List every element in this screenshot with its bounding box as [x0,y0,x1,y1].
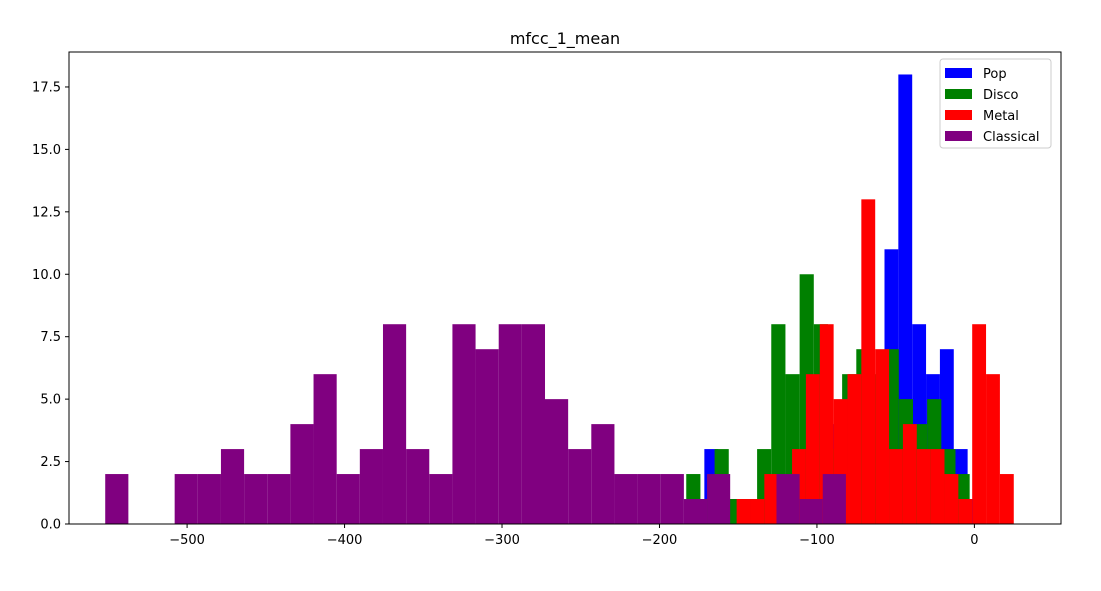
bar-classical-17 [498,324,522,524]
bar-metal-9 [861,199,876,524]
bar-classical-30 [799,499,823,524]
bar-classical-4 [197,474,221,524]
x-tick-label: 0 [970,533,978,548]
bar-metal-12 [902,424,917,524]
legend-label-classical: Classical [983,130,1040,145]
bar-classical-25 [683,499,708,524]
bar-classical-12 [382,324,407,524]
bar-metal-0 [736,499,751,524]
legend-label-disco: Disco [983,88,1019,103]
bar-classical-6 [244,474,268,524]
bar-classical-19 [545,399,569,524]
chart-title: mfcc_1_mean [510,29,620,49]
legend: Pop Disco Metal Classical [939,58,1052,149]
bar-classical-14 [429,474,453,524]
bar-metal-11 [889,449,903,524]
y-tick-label: 5.0 [40,393,61,408]
y-axis: 0.0 2.5 5.0 7.5 10.0 12.5 15.0 17.5 [32,80,69,533]
bar-classical-21 [591,424,615,524]
legend-box [939,58,1052,149]
bar-metal-15 [944,474,959,524]
bar-classical-5 [220,449,245,524]
bar-classical-24 [660,474,684,524]
y-tick-label: 2.5 [40,455,61,470]
y-tick-label: 17.5 [32,80,61,95]
bar-classical-3 [174,474,198,524]
y-tick-label: 10.0 [32,268,61,283]
bar-classical-29 [776,474,800,524]
bar-classical-26 [707,474,731,524]
bar-metal-10 [875,349,890,524]
bar-classical-7 [267,474,291,524]
axes-frame [68,51,1062,525]
bar-classical-20 [568,449,592,524]
bar-metal-5 [805,374,820,524]
bar-classical-18 [521,324,546,524]
bar-metal-19 [999,474,1014,524]
y-tick-label: 0.0 [40,518,61,533]
series-metal [736,199,1014,524]
x-tick-label: −200 [642,533,678,548]
bar-metal-2 [764,474,779,524]
legend-swatch-metal [945,110,972,120]
bars-layer [105,74,1014,525]
bar-metal-13 [916,449,931,524]
series-classical [105,324,846,524]
bar-metal-16 [958,499,973,524]
bar-metal-1 [750,499,765,524]
bar-classical-22 [614,474,638,524]
legend-swatch-pop [945,68,972,78]
bar-metal-17 [972,324,987,524]
legend-swatch-classical [945,131,972,141]
legend-label-pop: Pop [983,67,1007,82]
x-axis: −500 −400 −300 −200 −100 0 [169,524,979,548]
bar-classical-31 [822,474,846,524]
bar-classical-11 [359,449,383,524]
y-tick-label: 15.0 [32,143,61,158]
legend-label-metal: Metal [983,109,1019,124]
x-tick-label: −500 [169,533,205,548]
legend-swatch-disco [945,89,972,99]
bar-classical-13 [406,449,430,524]
bar-classical-10 [336,474,360,524]
y-tick-label: 12.5 [32,205,61,220]
bar-metal-18 [986,374,1000,524]
bar-classical-16 [475,349,499,524]
x-tick-label: −400 [327,533,363,548]
bar-metal-14 [930,449,945,524]
y-tick-label: 7.5 [40,330,61,345]
bar-classical-9 [313,374,337,524]
x-tick-label: −100 [799,533,835,548]
bar-classical-8 [290,424,314,524]
x-tick-label: −300 [484,533,520,548]
bar-metal-8 [847,374,862,524]
bar-classical-23 [637,474,661,524]
bar-classical-15 [452,324,476,524]
bar-classical-0 [105,474,129,524]
